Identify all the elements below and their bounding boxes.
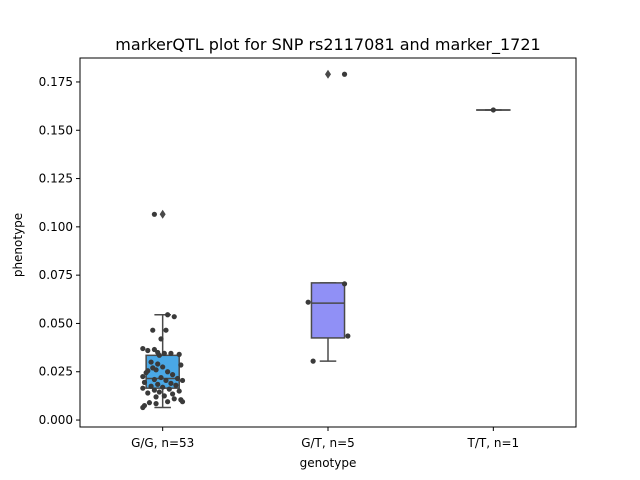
data-point [156, 389, 162, 395]
data-point [148, 383, 154, 389]
data-point [153, 367, 159, 373]
data-point [168, 350, 174, 356]
data-point [153, 401, 159, 407]
data-point [151, 376, 157, 383]
data-point [171, 314, 177, 320]
y-tick-label: 0.075 [39, 268, 73, 282]
y-tick-label: 0.050 [39, 316, 73, 330]
data-point [155, 381, 161, 387]
data-point [161, 393, 167, 399]
data-point [165, 369, 171, 375]
data-point [176, 351, 182, 357]
data-point [140, 404, 146, 411]
data-point [148, 359, 154, 365]
data-point [169, 372, 176, 378]
data-point [156, 352, 162, 358]
data-point [140, 385, 146, 391]
plot-area: 0.000 0.025 0.050 0.075 0.100 0.125 0.150 0.175… [39, 69, 520, 450]
outlier-marker [159, 209, 166, 219]
y-tick-label: 0.000 [39, 413, 73, 427]
data-point [150, 327, 156, 333]
y-tick-label: 0.100 [39, 220, 73, 234]
data-point [140, 373, 146, 380]
data-point [179, 377, 186, 384]
data-point [176, 388, 182, 394]
x-tick-label: G/G, n=53 [131, 436, 194, 450]
data-point [305, 299, 311, 305]
box [310, 282, 346, 339]
data-point [169, 391, 176, 397]
data-point [310, 358, 316, 364]
data-point [165, 312, 171, 318]
data-point [490, 107, 496, 113]
data-point [165, 399, 171, 405]
data-point [166, 386, 172, 392]
data-point [143, 370, 149, 376]
data-point [151, 387, 157, 393]
data-point [145, 347, 151, 354]
data-point [168, 380, 174, 386]
axes-frame [79, 57, 577, 428]
data-point [171, 396, 177, 402]
data-point [145, 390, 151, 396]
data-point [163, 327, 169, 333]
y-tick-label: 0.125 [39, 172, 73, 186]
data-point [158, 336, 164, 342]
data-point [146, 400, 153, 406]
y-tick-label: 0.175 [39, 75, 73, 89]
data-point [160, 364, 166, 370]
data-point [160, 384, 166, 390]
x-tick-label: T/T, n=1 [467, 436, 520, 450]
data-point [141, 379, 148, 385]
y-tick-label: 0.025 [39, 365, 73, 379]
data-point [341, 71, 348, 77]
outlier-marker [325, 69, 331, 79]
data-point [161, 350, 167, 356]
data-point [155, 361, 161, 367]
data-point [153, 394, 159, 400]
data-point [179, 399, 186, 405]
x-tick-label: G/T, n=5 [301, 436, 355, 450]
y-axis-label: phenotype [11, 213, 25, 277]
data-point [163, 377, 169, 384]
data-point [345, 333, 351, 339]
data-point [140, 345, 146, 352]
data-point [178, 362, 184, 368]
data-point [341, 281, 348, 287]
data-point [151, 211, 157, 217]
data-point [174, 375, 181, 382]
data-point [173, 382, 179, 388]
y-tick-label: 0.150 [39, 123, 73, 137]
chart-title: markerQTL plot for SNP rs2117081 and mar… [115, 35, 540, 55]
x-axis-label: genotype [300, 456, 357, 470]
data-point [158, 374, 164, 381]
